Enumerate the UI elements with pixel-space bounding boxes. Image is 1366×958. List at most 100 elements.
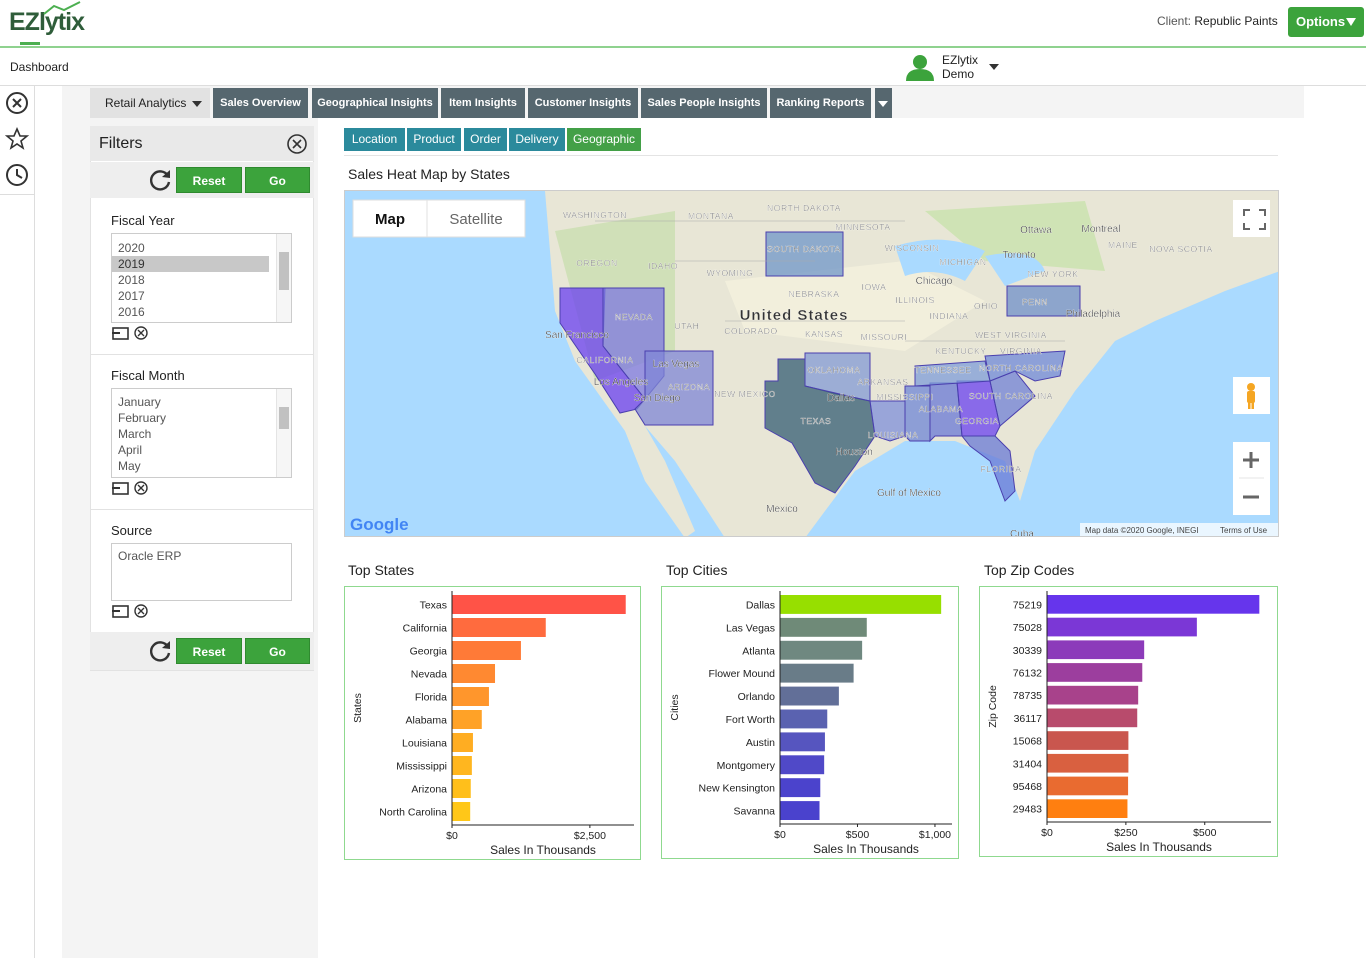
- header: [0, 0, 1366, 48]
- filter-option[interactable]: 2018: [118, 273, 145, 287]
- map-label: KENTUCKY: [935, 346, 986, 356]
- sidebar-icons[interactable]: [5, 91, 31, 191]
- y-tick-label: Savanna: [734, 806, 776, 818]
- tab[interactable]: Customer Insights: [528, 88, 638, 118]
- user-caret[interactable]: [989, 64, 999, 70]
- filter-tools[interactable]: [111, 325, 151, 625]
- filter-list[interactable]: 2020 2019 2018 2017 2016: [111, 233, 292, 323]
- y-tick-label: New Kensington: [699, 783, 776, 795]
- breadcrumb[interactable]: Dashboard: [10, 60, 69, 74]
- map-label: MONTANA: [688, 211, 734, 221]
- options-button[interactable]: Options: [1288, 7, 1364, 37]
- filter-option[interactable]: 2020: [118, 241, 145, 255]
- fullscreen-button[interactable]: [1233, 200, 1270, 237]
- y-tick-label: Alabama: [406, 715, 448, 727]
- y-tick-label: 76132: [1013, 667, 1042, 679]
- y-tick-label: Dallas: [746, 599, 775, 611]
- refresh-icon[interactable]: [148, 168, 172, 192]
- map-label: NORTH CAROLINA: [979, 363, 1063, 373]
- go-button[interactable]: Go: [245, 167, 310, 193]
- user[interactable]: EZlytix Demo: [942, 53, 978, 81]
- map-label: ARIZONA: [668, 382, 710, 392]
- map-label: ILLINOIS: [895, 295, 935, 305]
- y-axis-title: States: [352, 693, 364, 723]
- map-label: NOVA SCOTIA: [1149, 244, 1213, 254]
- map-button[interactable]: Map: [375, 211, 405, 228]
- subtab[interactable]: Order: [464, 128, 507, 151]
- reset-button[interactable]: Reset: [176, 167, 242, 193]
- map-label: SOUTH DAKOTA: [767, 244, 841, 254]
- terms-link[interactable]: Terms of Use: [1220, 526, 1268, 535]
- map[interactable]: WASHINGTON MONTANA NORTH DAKOTA MINNESOTA OR…: [344, 190, 1279, 537]
- go-button[interactable]: Go: [245, 638, 310, 664]
- filter-option[interactable]: March: [118, 427, 152, 441]
- filter-list[interactable]: January February March April May: [111, 388, 292, 478]
- map-label: MICHIGAN: [939, 257, 986, 267]
- filter-option[interactable]: 2016: [118, 305, 145, 319]
- tab[interactable]: Sales Overview: [213, 88, 308, 118]
- filter-option[interactable]: Oracle ERP: [118, 549, 182, 563]
- bar: [452, 802, 471, 821]
- map-label: MINNESOTA: [835, 222, 890, 232]
- chart-box: Dallas Las Vegas Atlanta Flower Mound Orland…: [661, 586, 959, 859]
- map-label: IDAHO: [648, 261, 678, 271]
- map-label: SOUTH CAROLINA: [969, 391, 1053, 401]
- map-label: WEST VIRGINIA: [975, 330, 1047, 340]
- bar: [1047, 663, 1143, 682]
- x-tick-label: $250: [1114, 827, 1138, 839]
- filter-option[interactable]: 2019: [112, 256, 269, 272]
- x-tick-label: $0: [446, 830, 458, 842]
- map-label: FLORIDA: [980, 464, 1021, 474]
- filter-option[interactable]: 2017: [118, 289, 145, 303]
- subtab[interactable]: Geographic: [567, 128, 641, 151]
- map-label: MISSOURI: [861, 332, 908, 342]
- scroll-thumb[interactable]: [279, 252, 289, 290]
- subtab[interactable]: Product: [407, 128, 461, 151]
- bar: [780, 663, 854, 683]
- tab[interactable]: Item Insights: [441, 88, 525, 118]
- map-button[interactable]: Satellite: [449, 211, 502, 228]
- map-label: Toronto: [1002, 250, 1036, 261]
- map-label: San Francisco: [545, 330, 609, 341]
- bar: [1047, 776, 1129, 796]
- bar: [780, 595, 942, 614]
- filter-option[interactable]: April: [118, 443, 143, 457]
- reset-button[interactable]: Reset: [176, 638, 242, 664]
- map-label: Cuba: [1010, 529, 1034, 537]
- y-tick-label: Flower Mound: [708, 668, 775, 680]
- close-filters[interactable]: [286, 133, 308, 155]
- map-label: NEVADA: [615, 312, 653, 322]
- filter-list[interactable]: Oracle ERP: [111, 543, 292, 601]
- bar: [452, 618, 546, 637]
- scrollbar[interactable]: [276, 234, 291, 322]
- tab[interactable]: Sales People Insights: [641, 88, 767, 118]
- user-icon[interactable]: [905, 54, 935, 82]
- filter-option[interactable]: January: [118, 395, 161, 409]
- refresh-icon[interactable]: [148, 639, 172, 663]
- chart-box: 75219 75028 30339 76132 78735 36117 15068 31404…: [979, 586, 1278, 857]
- tab-more[interactable]: [875, 88, 892, 118]
- bar: [452, 664, 496, 683]
- tab[interactable]: Ranking Reports: [770, 88, 871, 118]
- chart: 75219 75028 30339 76132 78735 36117 15068 31404…: [987, 591, 1271, 854]
- y-tick-label: Texas: [420, 600, 447, 612]
- y-tick-label: 31404: [1013, 758, 1042, 770]
- y-tick-label: Las Vegas: [726, 622, 775, 634]
- map-label: WASHINGTON: [563, 210, 627, 220]
- tab[interactable]: Retail Analytics: [90, 88, 210, 118]
- tab[interactable]: Geographical Insights: [312, 88, 438, 118]
- bar: [452, 710, 482, 729]
- bar: [1047, 731, 1129, 750]
- filter-option[interactable]: May: [118, 459, 141, 473]
- map-label: NEBRASKA: [788, 289, 839, 299]
- bar: [1047, 595, 1260, 614]
- filter-option[interactable]: February: [118, 411, 167, 425]
- scrollbar[interactable]: [276, 544, 291, 600]
- subtab[interactable]: Delivery: [509, 128, 565, 151]
- bar: [1047, 685, 1139, 705]
- map-label: TEXAS: [801, 416, 832, 426]
- scrollbar[interactable]: [276, 389, 291, 477]
- scroll-thumb[interactable]: [279, 407, 289, 429]
- map-type-control[interactable]: [352, 199, 526, 238]
- subtab[interactable]: Location: [344, 128, 405, 151]
